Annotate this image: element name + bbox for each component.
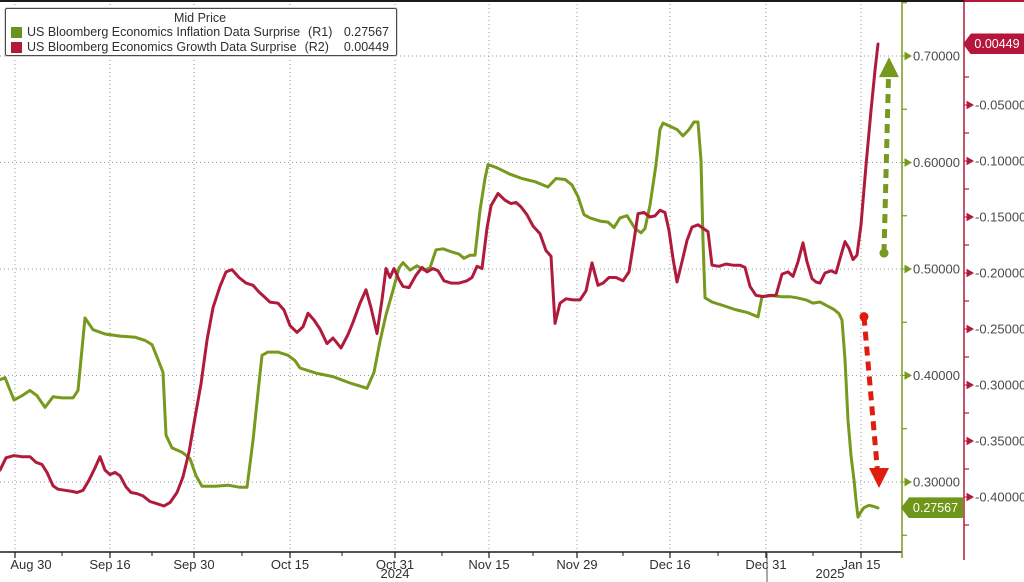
up-trend-arrow-shaft [881, 77, 891, 254]
r2-major-tick-arrow [964, 212, 974, 222]
down-trend-arrow-shaft [861, 316, 880, 469]
legend-value: 0.27567 [343, 25, 389, 39]
x-tick-label: Oct 31 [376, 557, 414, 572]
legend-value: 0.00449 [343, 40, 389, 54]
up-trend-arrow-dot [879, 248, 889, 258]
x-tick-label: Dec 16 [649, 557, 690, 572]
r2-major-tick-arrow [964, 156, 974, 166]
r1-major-tick-arrow [902, 158, 912, 167]
r1-tick-label: 0.40000 [913, 368, 960, 383]
x-tick-label: Sep 16 [89, 557, 130, 572]
growth-surprise-line [0, 42, 880, 508]
legend-title: Mid Price [173, 11, 227, 25]
x-tick-label: Dec 31 [745, 557, 786, 572]
r2-tick-label: -0.15000 [975, 210, 1024, 225]
down-trend-arrow-dot [859, 312, 869, 322]
legend-label: US Bloomberg Economics Inflation Data Su… [27, 25, 301, 39]
r1-major-tick-arrow [902, 264, 912, 274]
legend-label: US Bloomberg Economics Growth Data Surpr… [27, 40, 297, 54]
last-value-badge-inflation: 0.27567 [901, 497, 963, 519]
growth-series-swatch-icon [11, 42, 22, 53]
r2-major-tick-arrow [964, 380, 974, 390]
legend-item-growth[interactable]: US Bloomberg Economics Growth Data Surpr… [11, 40, 389, 55]
r1-tick-label: 0.50000 [913, 262, 960, 277]
top-border [0, 0, 1024, 2]
r1-major-tick-arrow [902, 477, 912, 487]
x-tick-label: Nov 29 [556, 557, 597, 572]
inflation-series-swatch-icon [11, 27, 22, 38]
x-tick-label: Sep 30 [173, 557, 214, 572]
r2-major-tick-arrow [964, 100, 974, 110]
r1-tick-label: 0.30000 [913, 475, 960, 490]
x-tick-label: Aug 30 [10, 557, 51, 572]
r1-tick-label: 0.70000 [913, 49, 960, 64]
last-value-badge-growth: 0.00449 [963, 33, 1024, 55]
r2-tick-label: -0.25000 [975, 322, 1024, 337]
year-label: 2024 [381, 566, 410, 581]
r2-major-tick-arrow [964, 268, 974, 278]
r2-tick-label: -0.35000 [975, 434, 1024, 449]
r2-major-tick-arrow [964, 324, 974, 334]
r2-tick-label: -0.10000 [975, 154, 1024, 169]
legend-axis-tag: (R1) [308, 25, 333, 39]
x-tick-label: Jan 15 [841, 557, 880, 572]
up-arrowhead-icon [879, 57, 899, 78]
legend-item-inflation[interactable]: US Bloomberg Economics Inflation Data Su… [11, 25, 389, 40]
r2-tick-label: -0.20000 [975, 266, 1024, 281]
r2-tick-label: -0.40000 [975, 490, 1024, 505]
x-tick-label: Nov 15 [468, 557, 509, 572]
x-tick-label: Oct 15 [271, 557, 309, 572]
r2-major-tick-arrow [964, 492, 974, 502]
down-arrowhead-icon [869, 468, 889, 489]
top-border-accent [964, 0, 1024, 2]
r2-tick-label: -0.05000 [975, 98, 1024, 113]
r1-major-tick-arrow [902, 51, 912, 61]
legend-axis-tag: (R2) [304, 40, 329, 54]
legend: Mid Price US Bloomberg Economics Inflati… [5, 8, 397, 56]
r2-tick-label: -0.30000 [975, 378, 1024, 393]
inflation-surprise-line [0, 120, 880, 519]
year-label: 2025 [816, 566, 845, 581]
r2-major-tick-arrow [964, 436, 974, 446]
r1-tick-label: 0.60000 [913, 155, 960, 170]
r1-major-tick-arrow [902, 371, 912, 380]
